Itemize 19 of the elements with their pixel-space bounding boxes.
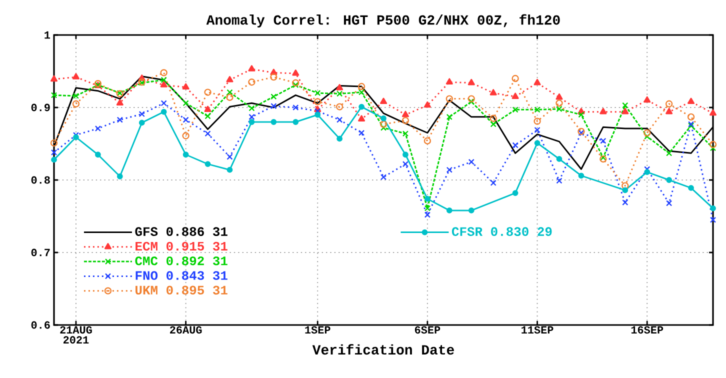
x-tick-label: 21AUG 2021 [60,326,92,344]
y-tick-label: 0.7 [31,248,50,256]
legend-label: CMC 0.892 31 [135,256,228,266]
x-tick-label: 16SEP [631,326,664,334]
y-tick-label: 0.6 [31,321,50,329]
legend-label: FNO 0.843 31 [136,271,228,280]
chart-title: Anomaly Correl: HGT P500 G2/NHX 00Z, fh120 [206,14,560,28]
x-tick-label: 1SEP [305,326,330,334]
legend-label: UKM 0.895 31 [136,286,228,295]
legend-label: CFSR 0.830 29 [452,227,552,236]
x-tick-label: 6SEP [414,326,440,334]
legend-label: GFS 0.886 31 [135,227,228,236]
x-axis-title: Verification Date [312,344,454,355]
y-tick-label: 0.9 [31,104,50,112]
legend-label: ECM 0.915 31 [136,242,228,251]
y-tick-label: 0.8 [31,176,50,184]
y-tick-label: 1 [44,31,50,39]
x-tick-label: 11SEP [522,326,554,334]
x-tick-label: 26AUG [170,326,202,334]
